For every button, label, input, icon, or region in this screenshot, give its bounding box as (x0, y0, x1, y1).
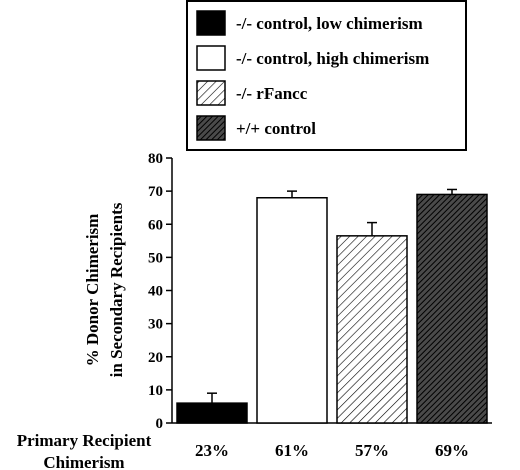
legend-box (186, 0, 467, 151)
legend: -/- control, low chimerism -/- control, h… (186, 0, 467, 151)
y-axis-label-line-2: in Secondary Recipients (107, 202, 126, 377)
legend-swatch-4 (196, 115, 226, 141)
legend-label-2: -/- control, high chimerism (236, 49, 429, 68)
legend-label-4: +/+ control (236, 119, 316, 138)
y-tick-label: 0 (156, 416, 164, 432)
bar-3 (336, 235, 408, 424)
y-tick-label: 60 (148, 217, 163, 233)
y-axis-label: % Donor Chimerism in Secondary Recipient… (83, 202, 126, 377)
bar-2 (256, 197, 328, 424)
legend-label-1: -/- control, low chimerism (236, 14, 423, 33)
y-tick-label: 10 (148, 383, 163, 399)
bar-1 (176, 402, 248, 424)
row-label-line-1: Primary Recipient (17, 431, 152, 450)
row-value-4: 69% (435, 441, 469, 460)
y-tick-label: 70 (148, 184, 163, 200)
y-tick-label: 30 (148, 317, 163, 333)
legend-label-3: -/- rFancc (236, 84, 308, 103)
bars (176, 188, 488, 424)
row-value-2: 61% (275, 441, 309, 460)
y-tick-label: 50 (148, 250, 163, 266)
row-value-3: 57% (355, 441, 389, 460)
y-tick-label: 80 (148, 151, 163, 167)
y-tick-label: 20 (148, 350, 163, 366)
row-label-line-2: Chimerism (43, 453, 124, 470)
row-value-1: 23% (195, 441, 229, 460)
legend-swatch-2 (196, 45, 226, 71)
y-axis-label-line-1: % Donor Chimerism (83, 214, 102, 367)
legend-swatch-1 (196, 10, 226, 36)
y-tick-label: 40 (148, 284, 163, 300)
legend-swatch-3 (196, 80, 226, 106)
bar-4 (416, 193, 488, 424)
